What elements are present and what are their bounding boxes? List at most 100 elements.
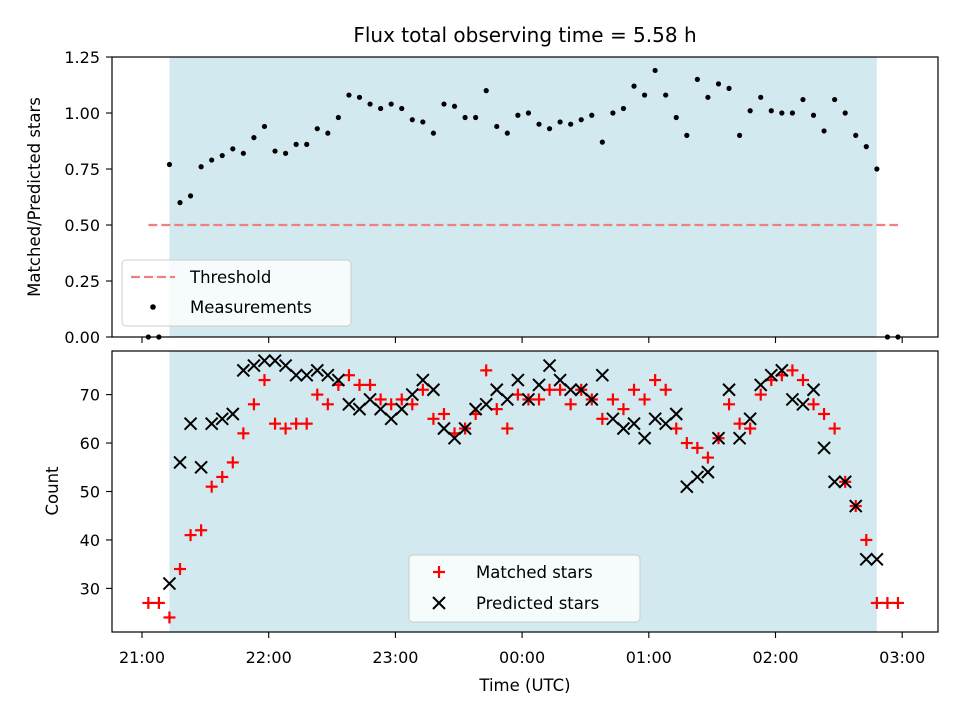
matched-star-point (543, 383, 556, 396)
predicted-star-point (310, 363, 324, 378)
measurement-point (800, 96, 806, 103)
bottom-panel: 30 40 50 60 70 21:00 22:00 23:00 00:00 01:00 02:0… (43, 350, 939, 695)
bottom-y-axis-label: Count (43, 466, 62, 516)
x-tick-label: 22:00 (246, 648, 292, 667)
measurement-point (832, 96, 838, 103)
predicted-star-point (268, 353, 282, 368)
measurement-point (187, 193, 194, 199)
x-tick-label: 23:00 (372, 648, 418, 667)
predicted-star-point (743, 412, 757, 426)
predicted-star-point (479, 397, 493, 412)
predicted-star-point (806, 383, 821, 397)
matched-star-point (395, 393, 408, 406)
top-y-tick-label: 0.50 (64, 216, 100, 235)
predicted-star-point (754, 378, 768, 392)
matched-star-point (321, 398, 334, 411)
matched-star-point (269, 417, 282, 430)
measurement-point (589, 112, 595, 118)
measurement-point (346, 92, 352, 98)
matched-star-point (744, 422, 757, 435)
top-y-tick-label: 1.00 (64, 104, 100, 123)
legend-threshold-label: Threshold (189, 268, 271, 287)
matched-star-point (670, 422, 683, 435)
predicted-star-point (447, 431, 462, 445)
measurement-point (515, 112, 521, 118)
measurement-point (420, 119, 426, 125)
predicted-star-point (817, 441, 831, 455)
matched-star-point (733, 417, 746, 430)
measurement-point (737, 132, 743, 138)
matched-star-point (796, 374, 809, 387)
x-axis-label: Time (UTC) (478, 676, 570, 695)
matched-star-point (680, 437, 693, 450)
bottom-y-tick-label: 60 (80, 434, 100, 453)
predicted-star-point (859, 552, 874, 567)
top-panel: 0.00 0.25 0.50 0.75 1.00 1.25 Matched/Predict… (25, 48, 939, 347)
measurement-point (504, 130, 510, 136)
predicted-star-point (870, 552, 884, 567)
predicted-star-point (827, 475, 842, 489)
predicted-star-point (553, 373, 567, 387)
predicted-star-point (490, 383, 504, 397)
predicted-star-point (669, 407, 683, 421)
measurement-point (747, 108, 753, 114)
top-y-tick-label: 0.00 (64, 328, 100, 347)
predicted-star-point (395, 402, 409, 416)
predicted-star-point (701, 465, 715, 479)
top-x-ticks (141, 337, 903, 343)
matched-star-point (184, 529, 197, 542)
predicted-star-point (331, 373, 346, 387)
matched-star-point (163, 611, 176, 624)
legend-predicted-label: Predicted stars (476, 594, 599, 613)
x-tick-label: 00:00 (499, 648, 545, 667)
matched-star-point (532, 393, 545, 406)
measurement-point (219, 152, 225, 159)
measurement-point (272, 148, 278, 154)
measurement-point (853, 132, 859, 138)
matched-star-point (754, 388, 767, 401)
measurement-point (863, 144, 869, 150)
predicted-star-point (732, 431, 747, 445)
matched-star-point (606, 393, 619, 406)
matched-star-point (174, 563, 187, 576)
measurement-point (684, 132, 690, 138)
measurement-point (842, 110, 848, 116)
predicted-star-point (226, 407, 240, 421)
measurement-point (758, 94, 764, 100)
measurement-point (251, 135, 257, 141)
matched-star-point (385, 398, 398, 411)
predicted-star-point (468, 402, 483, 416)
predicted-star-point (257, 353, 272, 368)
predicted-star-point (289, 368, 303, 382)
measurement-point (399, 105, 405, 112)
predicted-star-point (511, 373, 525, 387)
measurement-point (557, 119, 563, 125)
matched-star-point (501, 422, 514, 435)
predicted-star-point (363, 392, 377, 407)
top-y-ticks: 0.00 0.25 0.50 0.75 1.00 1.25 (64, 48, 112, 347)
matched-star-point (364, 378, 377, 391)
measurement-point (599, 139, 605, 145)
matched-star-point (480, 364, 493, 377)
measurement-point (261, 123, 268, 130)
matched-star-point (881, 596, 894, 609)
predicted-star-point (785, 392, 800, 407)
measurement-point (441, 101, 447, 107)
matched-star-point (437, 407, 450, 420)
predicted-star-point (384, 412, 398, 426)
matched-star-point (195, 524, 208, 537)
bottom-y-tick-label: 30 (80, 579, 100, 598)
bottom-y-tick-label: 50 (80, 483, 100, 502)
measurement-point (483, 88, 489, 94)
measurement-point (325, 130, 331, 136)
matched-star-point (406, 398, 419, 411)
measurement-point (726, 85, 732, 91)
matched-star-point (786, 364, 799, 377)
matched-star-point (152, 596, 165, 609)
measurement-point (209, 157, 215, 163)
predicted-star-point (521, 392, 536, 407)
measurement-point (356, 94, 363, 100)
measurement-point (821, 128, 827, 134)
measurement-point (473, 114, 479, 121)
matched-star-point (205, 480, 218, 493)
